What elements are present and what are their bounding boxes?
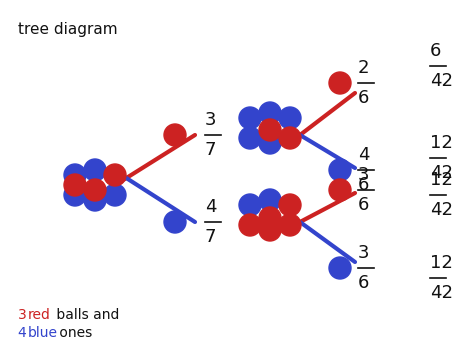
Circle shape bbox=[239, 194, 261, 216]
Circle shape bbox=[64, 184, 86, 206]
Text: 2: 2 bbox=[358, 59, 370, 77]
Text: 12: 12 bbox=[430, 134, 453, 152]
Text: 6: 6 bbox=[358, 274, 369, 292]
Circle shape bbox=[329, 72, 351, 94]
Circle shape bbox=[164, 211, 186, 233]
Text: 7: 7 bbox=[205, 228, 217, 246]
Text: 4: 4 bbox=[205, 198, 217, 216]
Text: 6: 6 bbox=[358, 89, 369, 107]
Text: 42: 42 bbox=[430, 284, 453, 302]
Text: 3: 3 bbox=[18, 308, 31, 322]
Circle shape bbox=[239, 127, 261, 149]
Circle shape bbox=[104, 184, 126, 206]
Circle shape bbox=[259, 207, 281, 229]
Circle shape bbox=[239, 107, 261, 129]
Circle shape bbox=[259, 119, 281, 141]
Text: red: red bbox=[28, 308, 51, 322]
Circle shape bbox=[84, 189, 106, 211]
Circle shape bbox=[329, 179, 351, 201]
Text: 3: 3 bbox=[205, 111, 217, 129]
Text: balls and: balls and bbox=[52, 308, 119, 322]
Circle shape bbox=[64, 174, 86, 196]
Text: tree diagram: tree diagram bbox=[18, 22, 118, 37]
Text: 42: 42 bbox=[430, 72, 453, 90]
Text: 42: 42 bbox=[430, 164, 453, 182]
Circle shape bbox=[279, 194, 301, 216]
Text: 42: 42 bbox=[430, 201, 453, 219]
Circle shape bbox=[329, 159, 351, 181]
Text: 12: 12 bbox=[430, 254, 453, 272]
Circle shape bbox=[239, 214, 261, 236]
Text: 6: 6 bbox=[358, 176, 369, 194]
Circle shape bbox=[259, 189, 281, 211]
Circle shape bbox=[84, 159, 106, 181]
Text: 6: 6 bbox=[358, 196, 369, 214]
Circle shape bbox=[279, 127, 301, 149]
Circle shape bbox=[64, 164, 86, 186]
Text: 3: 3 bbox=[358, 166, 370, 184]
Text: 12: 12 bbox=[430, 171, 453, 189]
Circle shape bbox=[259, 102, 281, 124]
Circle shape bbox=[329, 257, 351, 279]
Circle shape bbox=[259, 132, 281, 154]
Text: ones: ones bbox=[55, 326, 92, 340]
Text: blue: blue bbox=[28, 326, 58, 340]
Text: 4: 4 bbox=[358, 146, 370, 164]
Circle shape bbox=[104, 164, 126, 186]
Circle shape bbox=[164, 124, 186, 146]
Text: 3: 3 bbox=[358, 244, 370, 262]
Circle shape bbox=[259, 219, 281, 241]
Circle shape bbox=[279, 214, 301, 236]
Text: 7: 7 bbox=[205, 141, 217, 159]
Text: 4: 4 bbox=[18, 326, 31, 340]
Text: 6: 6 bbox=[430, 42, 441, 60]
Circle shape bbox=[84, 179, 106, 201]
Circle shape bbox=[279, 107, 301, 129]
